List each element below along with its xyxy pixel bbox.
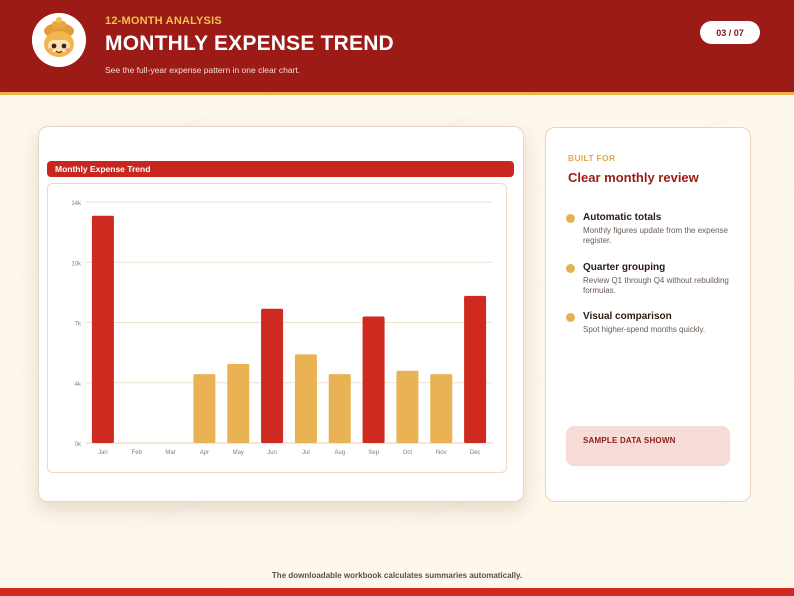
x-tick-label: Nov (436, 450, 447, 456)
feature-title: Quarter grouping (583, 262, 666, 273)
x-tick-label: Jan (98, 450, 108, 456)
x-tick-label: Oct (403, 450, 413, 456)
y-tick-label: 0k (75, 442, 82, 448)
chart-card: Monthly Expense Trend 0k 4k 7k 10k 14k Jan Feb… (38, 126, 524, 502)
page-subtitle: See the full-year expense pattern in one… (105, 65, 301, 75)
x-tick-label: Jun (267, 450, 277, 456)
x-tick-label: May (233, 450, 244, 456)
mascot-icon (32, 13, 86, 67)
footer-bar (0, 588, 794, 596)
page-title: MONTHLY EXPENSE TREND (105, 32, 394, 55)
page-indicator: 03 / 07 (700, 21, 760, 44)
feature-description: Monthly figures update from the expense … (583, 226, 728, 245)
y-tick-label: 7k (75, 322, 82, 328)
bar-may (227, 363, 250, 443)
y-tick-label: 14k (71, 201, 82, 207)
x-tick-label: Aug (334, 450, 345, 456)
bar-jan (91, 215, 114, 443)
info-heading: Clear monthly review (568, 170, 699, 185)
header-eyebrow: 12-MONTH ANALYSIS (105, 15, 222, 27)
bar-apr (193, 374, 216, 443)
bar-dec (464, 295, 487, 443)
page-header: 12-MONTH ANALYSIS MONTHLY EXPENSE TREND … (0, 0, 794, 92)
x-tick-label: Dec (470, 450, 481, 456)
chart-plot-frame: 0k 4k 7k 10k 14k Jan Feb Mar Apr May Jun Jul Aug Sep O… (47, 183, 507, 473)
y-tick-label: 4k (75, 382, 82, 388)
sample-data-badge: SAMPLE DATA SHOWN (566, 426, 730, 466)
x-tick-label: Apr (200, 450, 209, 456)
feature-description: Review Q1 through Q4 without rebuilding … (583, 276, 729, 295)
y-tick-label: 10k (71, 261, 82, 267)
x-tick-label: Sep (368, 450, 379, 456)
bullet-dot-icon (566, 264, 575, 273)
bar-sep (362, 316, 385, 443)
x-tick-label: Jul (302, 450, 310, 456)
footer-note: The downloadable workbook calculates sum… (271, 571, 523, 580)
bar-jun (261, 308, 284, 443)
chart-title: Monthly Expense Trend (47, 161, 514, 177)
feature-title: Visual comparison (583, 311, 672, 322)
bar-aug (328, 374, 351, 443)
info-eyebrow: BUILT FOR (568, 153, 616, 163)
bullet-dot-icon (566, 214, 575, 223)
feature-title: Automatic totals (583, 212, 662, 223)
expense-bar-chart: 0k 4k 7k 10k 14k Jan Feb Mar Apr May Jun Jul Aug Sep O… (71, 201, 492, 456)
x-tick-label: Mar (165, 450, 175, 456)
x-tick-label: Feb (132, 450, 143, 456)
bar-oct (396, 370, 419, 443)
header-divider (0, 92, 794, 95)
bar-jul (294, 354, 317, 443)
feature-description: Spot higher-spend months quickly. (583, 325, 706, 334)
sample-data-label: SAMPLE DATA SHOWN (583, 435, 676, 445)
bullet-dot-icon (566, 313, 575, 322)
bar-nov (430, 374, 453, 443)
info-card: BUILT FOR Clear monthly review Automatic… (545, 127, 751, 502)
